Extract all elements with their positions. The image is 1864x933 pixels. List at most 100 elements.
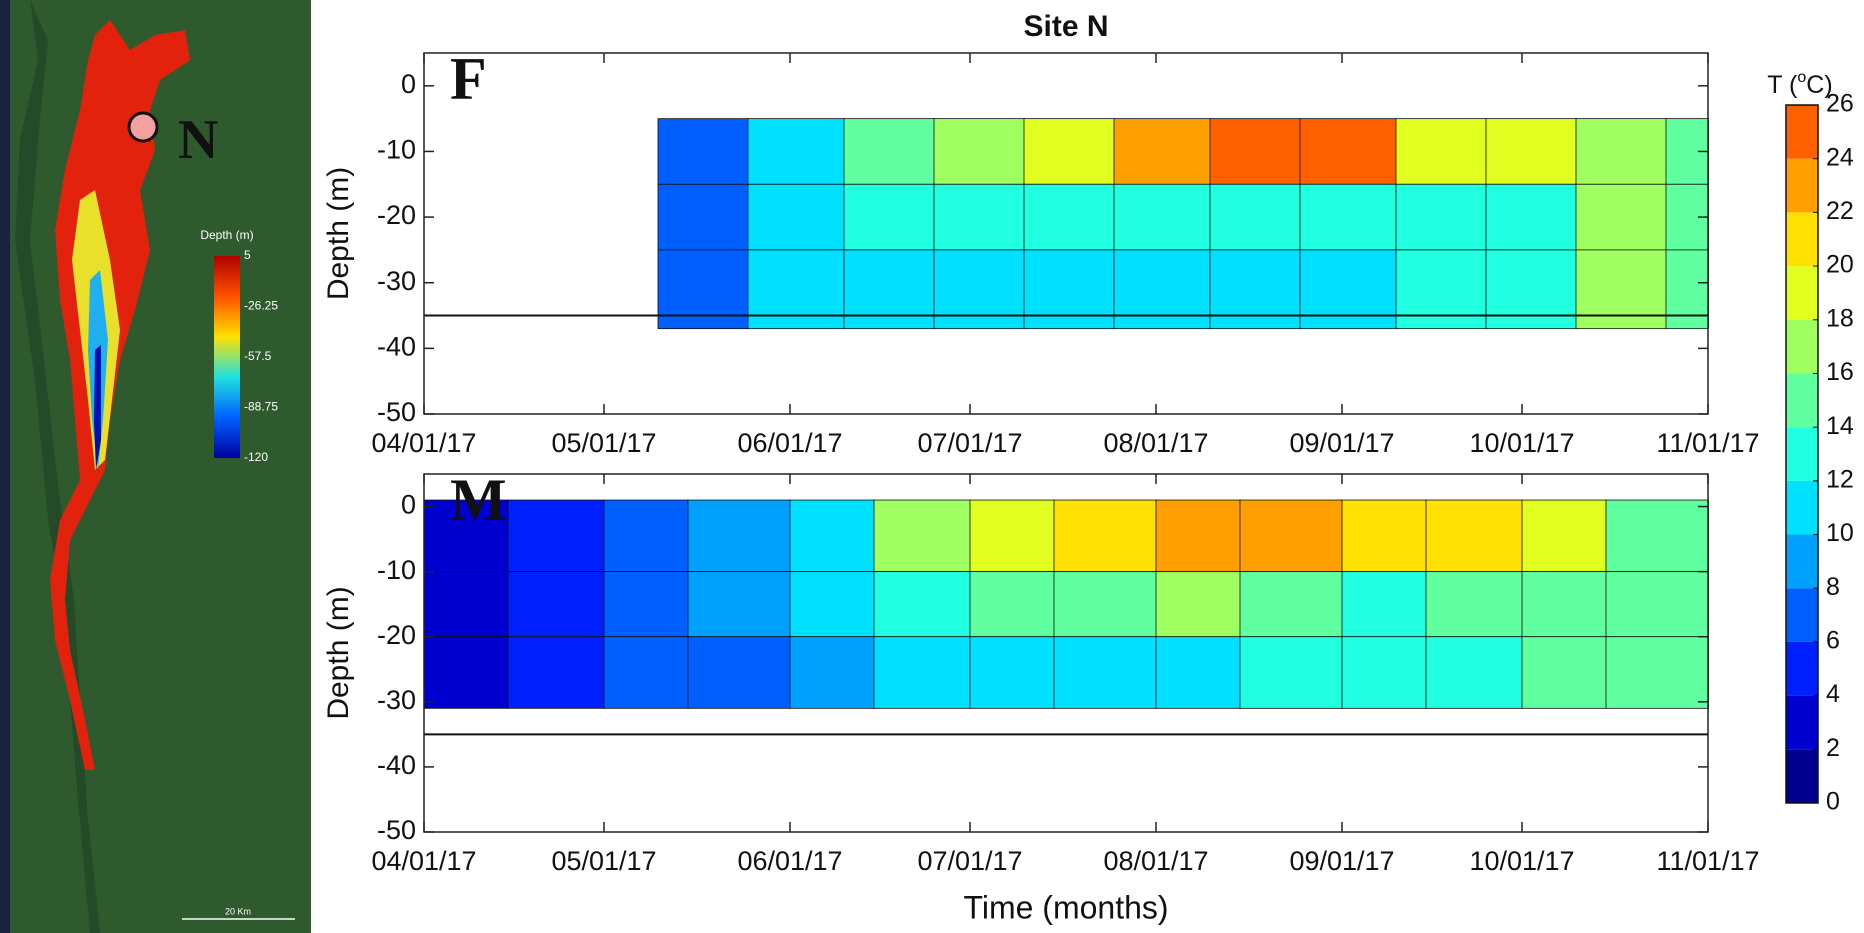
temperature-cell [1155,636,1241,709]
temperature-cell [843,183,935,251]
x-tick-label: 04/01/17 [371,428,476,458]
colorbar-title-part: o [1797,69,1806,86]
depth-legend-label: -120 [244,450,268,464]
temperature-cell [1485,249,1577,330]
y-tick-label: -30 [377,685,416,715]
temperature-cell [423,499,509,573]
colorbar-swatch [1786,373,1818,428]
site-label: N [178,109,218,171]
temperature-cell [657,183,749,251]
colorbar-swatch [1786,427,1818,481]
depth-legend-label: -57.5 [244,349,272,363]
temperature-cell [789,499,875,573]
temperature-cell [747,118,845,185]
temperature-cell [1341,571,1427,638]
x-axis-label: Time (months) [963,889,1168,925]
temperature-cell [969,571,1055,638]
temperature-cell [1053,499,1157,573]
temperature-cell [1521,636,1607,709]
temperature-cell [843,249,935,330]
temperature-cell [1605,571,1709,638]
temperature-cell [873,499,971,573]
colorbar-tick-label: 12 [1826,465,1854,493]
scale-label: 20 Km [225,906,251,916]
satellite-map [10,0,311,933]
temperature-cell [603,499,689,573]
y-tick-label: 0 [401,490,416,520]
temperature-cell [1425,499,1523,573]
temperature-cell [1209,183,1301,251]
colorbar-tick-label: 4 [1826,680,1840,708]
colorbar-tick-label: 2 [1826,734,1840,762]
temperature-cell [1209,118,1301,185]
colorbar-tick-label: 14 [1826,412,1854,440]
colorbar-swatch [1786,480,1818,535]
temperature-cell [423,636,509,709]
colorbar-tick-label: 8 [1826,573,1840,601]
x-tick-label: 06/01/17 [737,846,842,876]
depth-legend-label: 5 [244,248,251,262]
y-tick-label: -10 [377,555,416,585]
chart-title: Site N [1023,10,1108,43]
temperature-cell [687,636,791,709]
temperature-cell [1425,636,1523,709]
temperature-cell [1023,118,1115,185]
colorbar-frame [1785,104,1819,804]
depth-legend-label: -88.75 [244,400,278,414]
temperature-cell [1341,636,1427,709]
temperature-cell [1521,571,1607,638]
temperature-cell [1395,249,1487,330]
y-tick-label: -20 [377,200,416,230]
panel-label: M [450,467,507,533]
x-tick-label: 10/01/17 [1469,846,1574,876]
temperature-cell [1299,118,1397,185]
colorbar-title: T (oC) [1767,69,1832,99]
x-tick-label: 07/01/17 [917,846,1022,876]
colorbar-tick-label: 10 [1826,519,1854,547]
colorbar-tick-label: 26 [1826,90,1854,118]
colorbar-swatch [1786,266,1818,320]
axes-frame [423,473,1709,833]
colorbar-title-part: C) [1806,71,1832,99]
y-tick-label: 0 [401,69,416,99]
temperature-cell [1665,249,1709,330]
x-tick-label: 11/01/17 [1656,428,1759,458]
colorbar-tick-label: 16 [1826,358,1854,386]
lake-deepest [94,345,101,470]
temperature-cell [843,118,935,185]
temperature-cell [1395,118,1487,185]
depth-legend-title: Depth (m) [200,228,253,242]
colorbar-tick-label: 22 [1826,197,1854,225]
colorbar-tick-label: 18 [1826,304,1854,332]
colorbar-swatch [1786,158,1818,213]
temperature-cell [969,499,1055,573]
x-tick-label: 09/01/17 [1289,846,1394,876]
temperature-cell [1299,183,1397,251]
temperature-cell [507,499,605,573]
temperature-cell [1605,499,1709,573]
x-tick-label: 05/01/17 [551,428,656,458]
y-tick-label: -50 [377,397,416,427]
colorbar-swatch [1786,641,1818,696]
temperature-cell [747,249,845,330]
temperature-cell [687,499,791,573]
colorbar-title-part: T ( [1767,71,1798,99]
temperature-cell [1209,249,1301,330]
colorbar-swatch [1786,749,1818,803]
temperature-cell [1113,183,1211,251]
temperature-cell [1053,571,1157,638]
temperature-cell [1575,183,1667,251]
depth-legend-labels: 5 -26.25 -57.5 -88.75 -120 [244,248,278,464]
temperature-cell [873,636,971,709]
temperature-cell [657,118,749,185]
temperature-cell [1395,183,1487,251]
x-tick-label: 08/01/17 [1103,846,1208,876]
temperature-cell [1155,571,1241,638]
temperature-cell [789,636,875,709]
temperature-cell [507,571,605,638]
colorbar-tick-label: 20 [1826,251,1854,279]
temperature-cell [933,249,1025,330]
y-tick-label: -30 [377,266,416,296]
